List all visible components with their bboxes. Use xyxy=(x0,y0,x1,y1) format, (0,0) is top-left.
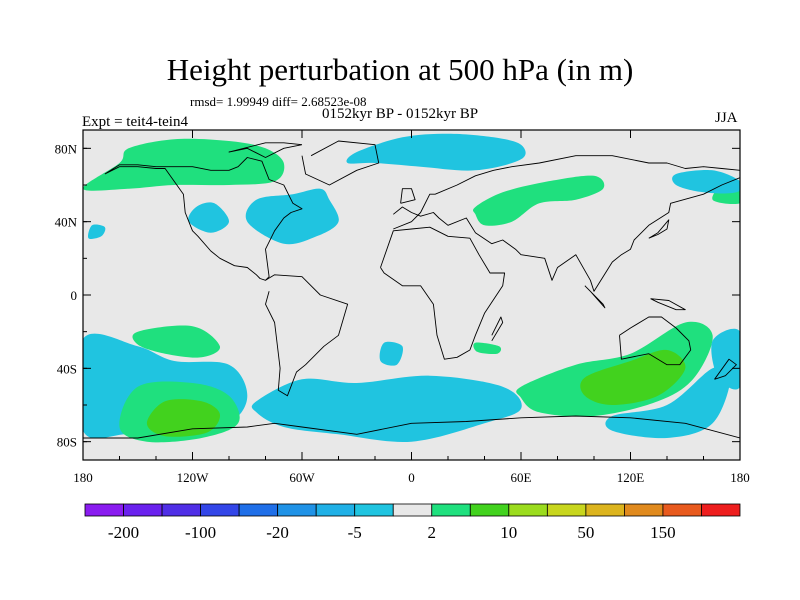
colorbar-swatch xyxy=(624,503,664,517)
anomaly-fill-layer xyxy=(83,133,740,443)
anomaly-region xyxy=(188,202,230,233)
coastline xyxy=(491,316,504,342)
coastline xyxy=(380,226,506,360)
lon-tick-label: 60W xyxy=(289,470,315,485)
colorbar-label: 10 xyxy=(500,523,517,542)
lon-tick-label: 0 xyxy=(408,470,415,485)
lon-tick-label: 180 xyxy=(730,470,750,485)
axis-ticks: 180 120W 60W 0 60E 120E 180 80N 40N 0 40S 80S xyxy=(55,130,750,485)
colorbar-swatch xyxy=(431,503,471,517)
colorbar-label: -200 xyxy=(108,523,139,542)
colorbar-swatch xyxy=(469,503,510,517)
lon-tick-label: 120E xyxy=(617,470,645,485)
anomaly-region xyxy=(580,349,686,405)
colorbar-swatch xyxy=(123,503,163,517)
colorbar-swatch xyxy=(161,503,201,517)
anomaly-region xyxy=(379,341,403,366)
anomaly-region xyxy=(473,342,502,355)
anomaly-region xyxy=(132,325,221,358)
coastline xyxy=(104,157,303,281)
coastline xyxy=(650,298,686,311)
anomaly-region xyxy=(88,224,106,239)
lat-tick-label: 80S xyxy=(57,435,77,450)
colorbar-label: -5 xyxy=(348,523,362,542)
colorbar-label: 50 xyxy=(577,523,594,542)
coastline xyxy=(400,188,416,204)
coastline xyxy=(648,219,670,239)
colorbar-swatch xyxy=(200,503,240,517)
lat-tick-label: 80N xyxy=(55,141,78,156)
coastline xyxy=(714,358,737,380)
colorbar-label: 150 xyxy=(650,523,676,542)
anomaly-region xyxy=(672,170,740,194)
colorbar-swatch xyxy=(662,503,702,517)
colorbar-swatch xyxy=(546,503,587,517)
colorbar-swatch xyxy=(508,503,548,517)
colorbar-swatch xyxy=(277,503,317,517)
coastline xyxy=(619,316,692,366)
colorbar-label: -20 xyxy=(266,523,289,542)
experiment-label: Expt = teit4-tein4 xyxy=(82,114,188,130)
season-label: JJA xyxy=(715,110,738,126)
coastline xyxy=(584,285,606,309)
map-title: Height perturbation at 500 hPa (in m) xyxy=(166,52,634,87)
map-subtitle: 0152kyr BP - 0152kyr BP xyxy=(322,106,479,122)
lon-tick-label: 60E xyxy=(511,470,532,485)
lon-tick-label: 120W xyxy=(177,470,210,485)
stats-line: rmsd= 1.99949 diff= 2.68523e-08 xyxy=(190,94,367,109)
anomaly-region xyxy=(346,133,526,171)
colorbar-swatch xyxy=(238,503,279,517)
anomaly-region xyxy=(146,399,221,437)
anomaly-region xyxy=(251,375,522,443)
anomaly-region xyxy=(472,175,605,226)
colorbar-swatch xyxy=(84,503,124,517)
coastline xyxy=(265,274,349,397)
colorbar-swatch xyxy=(585,503,625,517)
colorbar-swatch xyxy=(701,503,741,517)
anomaly-region xyxy=(605,365,731,439)
lat-tick-label: 0 xyxy=(71,288,78,303)
colorbar-label: 2 xyxy=(428,523,437,542)
lat-tick-label: 40N xyxy=(55,215,78,230)
coastline xyxy=(83,415,740,439)
coastline xyxy=(228,142,303,158)
colorbar-swatch xyxy=(354,503,394,517)
colorbar-swatch xyxy=(315,503,356,517)
coastline xyxy=(301,140,380,186)
coastline xyxy=(393,155,740,292)
colorbar-swatch xyxy=(392,503,433,517)
anomaly-region xyxy=(83,138,285,191)
lat-tick-label: 40S xyxy=(57,361,77,376)
colorbar: -200 -100 -20 -5 2 10 50 150 xyxy=(84,503,741,542)
coastline-layer xyxy=(83,140,740,439)
anomaly-region xyxy=(245,188,339,245)
colorbar-label: -100 xyxy=(185,523,216,542)
lon-tick-label: 180 xyxy=(73,470,93,485)
